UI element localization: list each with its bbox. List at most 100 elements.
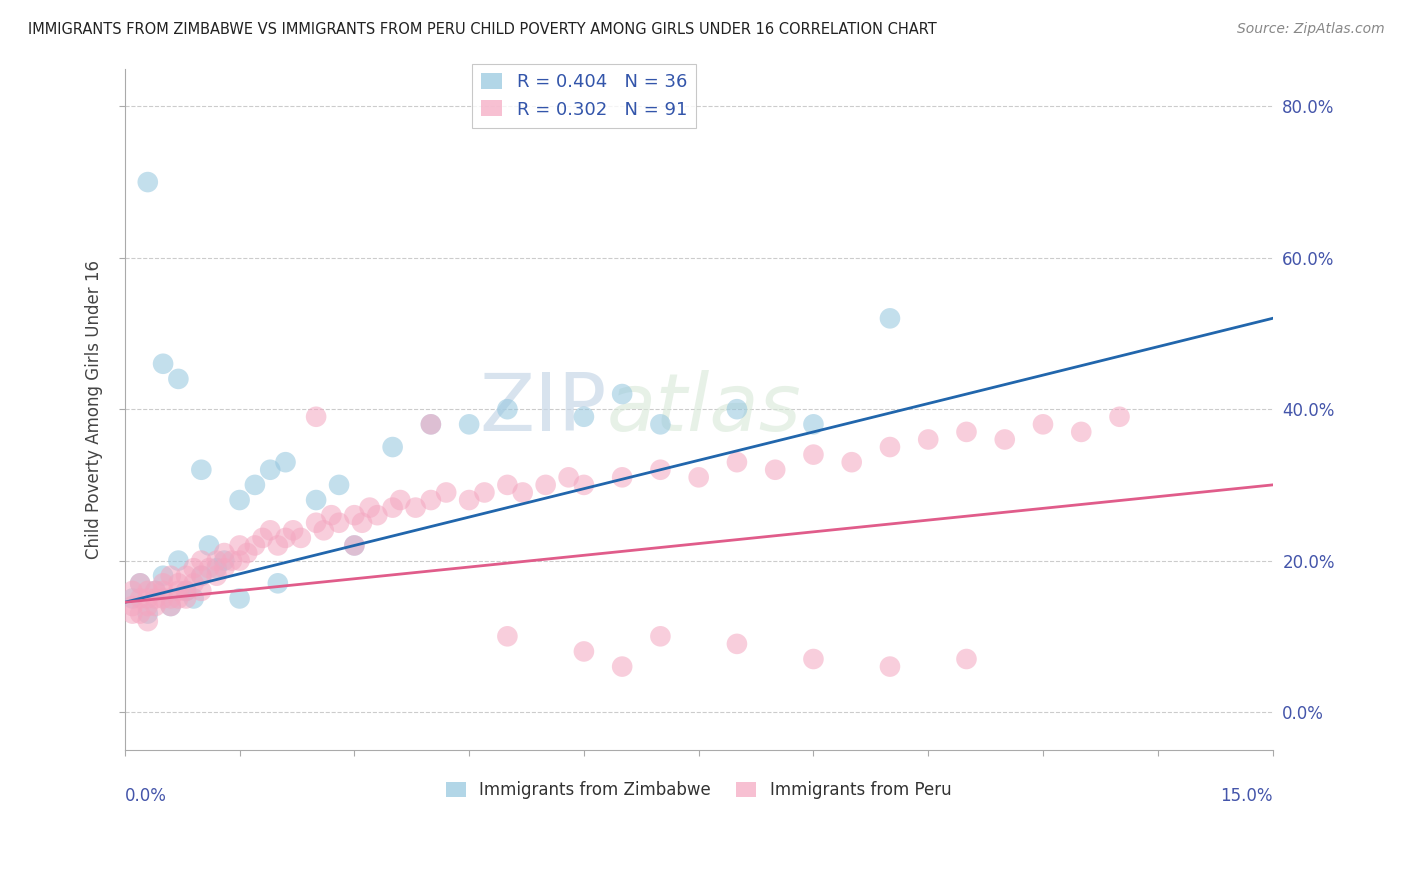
Point <box>803 417 825 432</box>
Point <box>1070 425 1092 439</box>
Point <box>136 583 159 598</box>
Point <box>312 524 335 538</box>
Point <box>214 561 236 575</box>
Point <box>612 659 634 673</box>
Point <box>136 607 159 621</box>
Point <box>174 591 197 606</box>
Point <box>343 508 366 523</box>
Point <box>496 478 519 492</box>
Point <box>190 463 212 477</box>
Point <box>572 478 595 492</box>
Point <box>366 508 388 523</box>
Point <box>129 576 152 591</box>
Point <box>955 425 977 439</box>
Point <box>167 583 190 598</box>
Point <box>214 553 236 567</box>
Point <box>419 417 441 432</box>
Point <box>190 553 212 567</box>
Point <box>267 576 290 591</box>
Text: atlas: atlas <box>607 370 801 448</box>
Point <box>205 568 228 582</box>
Point <box>557 470 579 484</box>
Point <box>214 546 236 560</box>
Point <box>458 493 481 508</box>
Point <box>290 531 312 545</box>
Point <box>572 409 595 424</box>
Point <box>121 607 143 621</box>
Point <box>274 455 297 469</box>
Point <box>236 546 259 560</box>
Point <box>136 614 159 628</box>
Point <box>725 455 748 469</box>
Point <box>650 629 672 643</box>
Point <box>159 599 181 613</box>
Text: 0.0%: 0.0% <box>125 788 167 805</box>
Point <box>434 485 457 500</box>
Legend: Immigrants from Zimbabwe, Immigrants from Peru: Immigrants from Zimbabwe, Immigrants fro… <box>446 781 952 799</box>
Point <box>145 583 167 598</box>
Point <box>328 516 350 530</box>
Point <box>496 629 519 643</box>
Point <box>305 493 328 508</box>
Point <box>283 524 305 538</box>
Point <box>152 591 174 606</box>
Point <box>221 553 243 567</box>
Point <box>389 493 412 508</box>
Point <box>350 516 373 530</box>
Point <box>159 568 181 582</box>
Point <box>174 583 197 598</box>
Point <box>879 440 901 454</box>
Point <box>205 561 228 575</box>
Point <box>167 576 190 591</box>
Point <box>174 583 197 598</box>
Point <box>305 409 328 424</box>
Point <box>183 561 205 575</box>
Point <box>994 433 1017 447</box>
Point <box>1108 409 1130 424</box>
Point <box>121 591 143 606</box>
Point <box>803 448 825 462</box>
Point <box>145 583 167 598</box>
Point <box>267 539 290 553</box>
Point <box>167 591 190 606</box>
Point <box>198 561 221 575</box>
Text: ZIP: ZIP <box>479 370 607 448</box>
Point <box>419 493 441 508</box>
Point <box>305 516 328 530</box>
Point <box>129 607 152 621</box>
Point <box>152 583 174 598</box>
Point <box>252 531 274 545</box>
Point <box>136 599 159 613</box>
Point <box>343 539 366 553</box>
Point <box>121 599 143 613</box>
Point <box>359 500 381 515</box>
Point <box>496 402 519 417</box>
Point <box>534 478 557 492</box>
Point <box>512 485 534 500</box>
Point <box>190 568 212 582</box>
Point <box>159 599 181 613</box>
Point <box>228 539 250 553</box>
Point <box>243 539 266 553</box>
Text: Source: ZipAtlas.com: Source: ZipAtlas.com <box>1237 22 1385 37</box>
Point <box>688 470 710 484</box>
Point <box>841 455 863 469</box>
Point <box>381 500 404 515</box>
Point <box>167 553 190 567</box>
Point <box>228 591 250 606</box>
Point <box>198 539 221 553</box>
Point <box>174 568 197 582</box>
Point <box>612 387 634 401</box>
Point <box>381 440 404 454</box>
Point <box>121 583 143 598</box>
Point <box>136 175 159 189</box>
Text: IMMIGRANTS FROM ZIMBABWE VS IMMIGRANTS FROM PERU CHILD POVERTY AMONG GIRLS UNDER: IMMIGRANTS FROM ZIMBABWE VS IMMIGRANTS F… <box>28 22 936 37</box>
Point <box>763 463 786 477</box>
Point <box>725 402 748 417</box>
Point <box>145 599 167 613</box>
Point <box>917 433 939 447</box>
Point <box>183 576 205 591</box>
Point <box>405 500 427 515</box>
Point <box>136 591 159 606</box>
Point <box>183 591 205 606</box>
